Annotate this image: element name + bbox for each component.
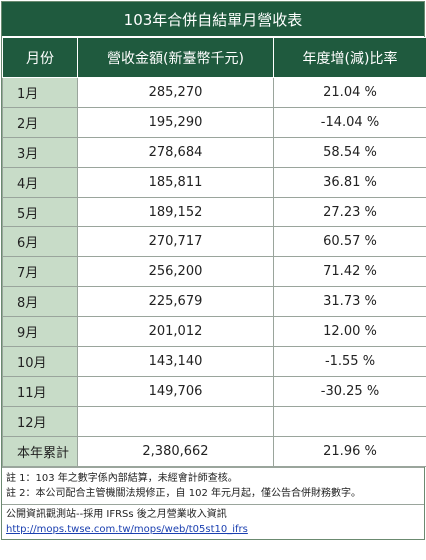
- note-1: 註 1：103 年之數字係內部結算，未經會計師查核。: [6, 471, 420, 486]
- mops-link[interactable]: http://mops.twse.com.tw/mops/web/t05st10…: [6, 524, 248, 535]
- month-cell: 10月: [3, 347, 78, 377]
- revenue-cell: 285,270: [78, 78, 274, 108]
- month-cell: 11月: [3, 376, 78, 406]
- growth-cell: 60.57 %: [274, 227, 426, 257]
- note-2: 註 2：本公司配合主管機關法規修正，自 102 年元月起，僅公告合併財務數字。: [6, 486, 420, 501]
- notes: 註 1：103 年之數字係內部結算，未經會計師查核。 註 2：本公司配合主管機關…: [2, 467, 424, 504]
- footer: 公開資訊觀測站--採用 IFRSs 後之月營業收入資訊 http://mops.…: [2, 504, 424, 539]
- month-cell: 1月: [3, 78, 78, 108]
- month-cell: 4月: [3, 167, 78, 197]
- growth-cell: -30.25 %: [274, 376, 426, 406]
- growth-cell: 36.81 %: [274, 167, 426, 197]
- month-cell: 9月: [3, 317, 78, 347]
- table-title: 103年合併自結單月營收表: [2, 2, 424, 37]
- growth-cell: [274, 406, 426, 436]
- revenue-cell: 195,290: [78, 107, 274, 137]
- revenue-cell: 256,200: [78, 257, 274, 287]
- growth-cell: 58.54 %: [274, 137, 426, 167]
- growth-cell: 27.23 %: [274, 197, 426, 227]
- header-month: 月份: [3, 38, 78, 78]
- revenue-cell: 185,811: [78, 167, 274, 197]
- revenue-cell: 143,140: [78, 347, 274, 377]
- month-cell: 12月: [3, 406, 78, 436]
- growth-cell: 21.04 %: [274, 78, 426, 108]
- month-cell: 6月: [3, 227, 78, 257]
- header-revenue: 營收金額(新臺幣千元): [78, 38, 274, 78]
- revenue-cell: 189,152: [78, 197, 274, 227]
- revenue-cell: 278,684: [78, 137, 274, 167]
- month-cell: 7月: [3, 257, 78, 287]
- header-row: 月份 營收金額(新臺幣千元) 年度增(減)比率: [3, 38, 426, 78]
- growth-cell: -1.55 %: [274, 347, 426, 377]
- revenue-cell: 2,380,662: [78, 436, 274, 466]
- revenue-cell: 201,012: [78, 317, 274, 347]
- month-cell: 3月: [3, 137, 78, 167]
- growth-cell: 12.00 %: [274, 317, 426, 347]
- growth-cell: 21.96 %: [274, 436, 426, 466]
- growth-cell: -14.04 %: [274, 107, 426, 137]
- month-cell: 本年累計: [3, 436, 78, 466]
- revenue-cell: [78, 406, 274, 436]
- month-cell: 8月: [3, 287, 78, 317]
- growth-cell: 71.42 %: [274, 257, 426, 287]
- month-cell: 5月: [3, 197, 78, 227]
- revenue-cell: 149,706: [78, 376, 274, 406]
- revenue-table-panel: 103年合併自結單月營收表 月份 營收金額(新臺幣千元) 年度增(減)比率 1月…: [1, 1, 425, 540]
- header-growth: 年度增(減)比率: [274, 38, 426, 78]
- table-row: 12月: [3, 406, 426, 436]
- growth-cell: 31.73 %: [274, 287, 426, 317]
- month-cell: 2月: [3, 107, 78, 137]
- footer-text: 公開資訊觀測站--採用 IFRSs 後之月營業收入資訊: [6, 507, 420, 522]
- revenue-cell: 225,679: [78, 287, 274, 317]
- revenue-cell: 270,717: [78, 227, 274, 257]
